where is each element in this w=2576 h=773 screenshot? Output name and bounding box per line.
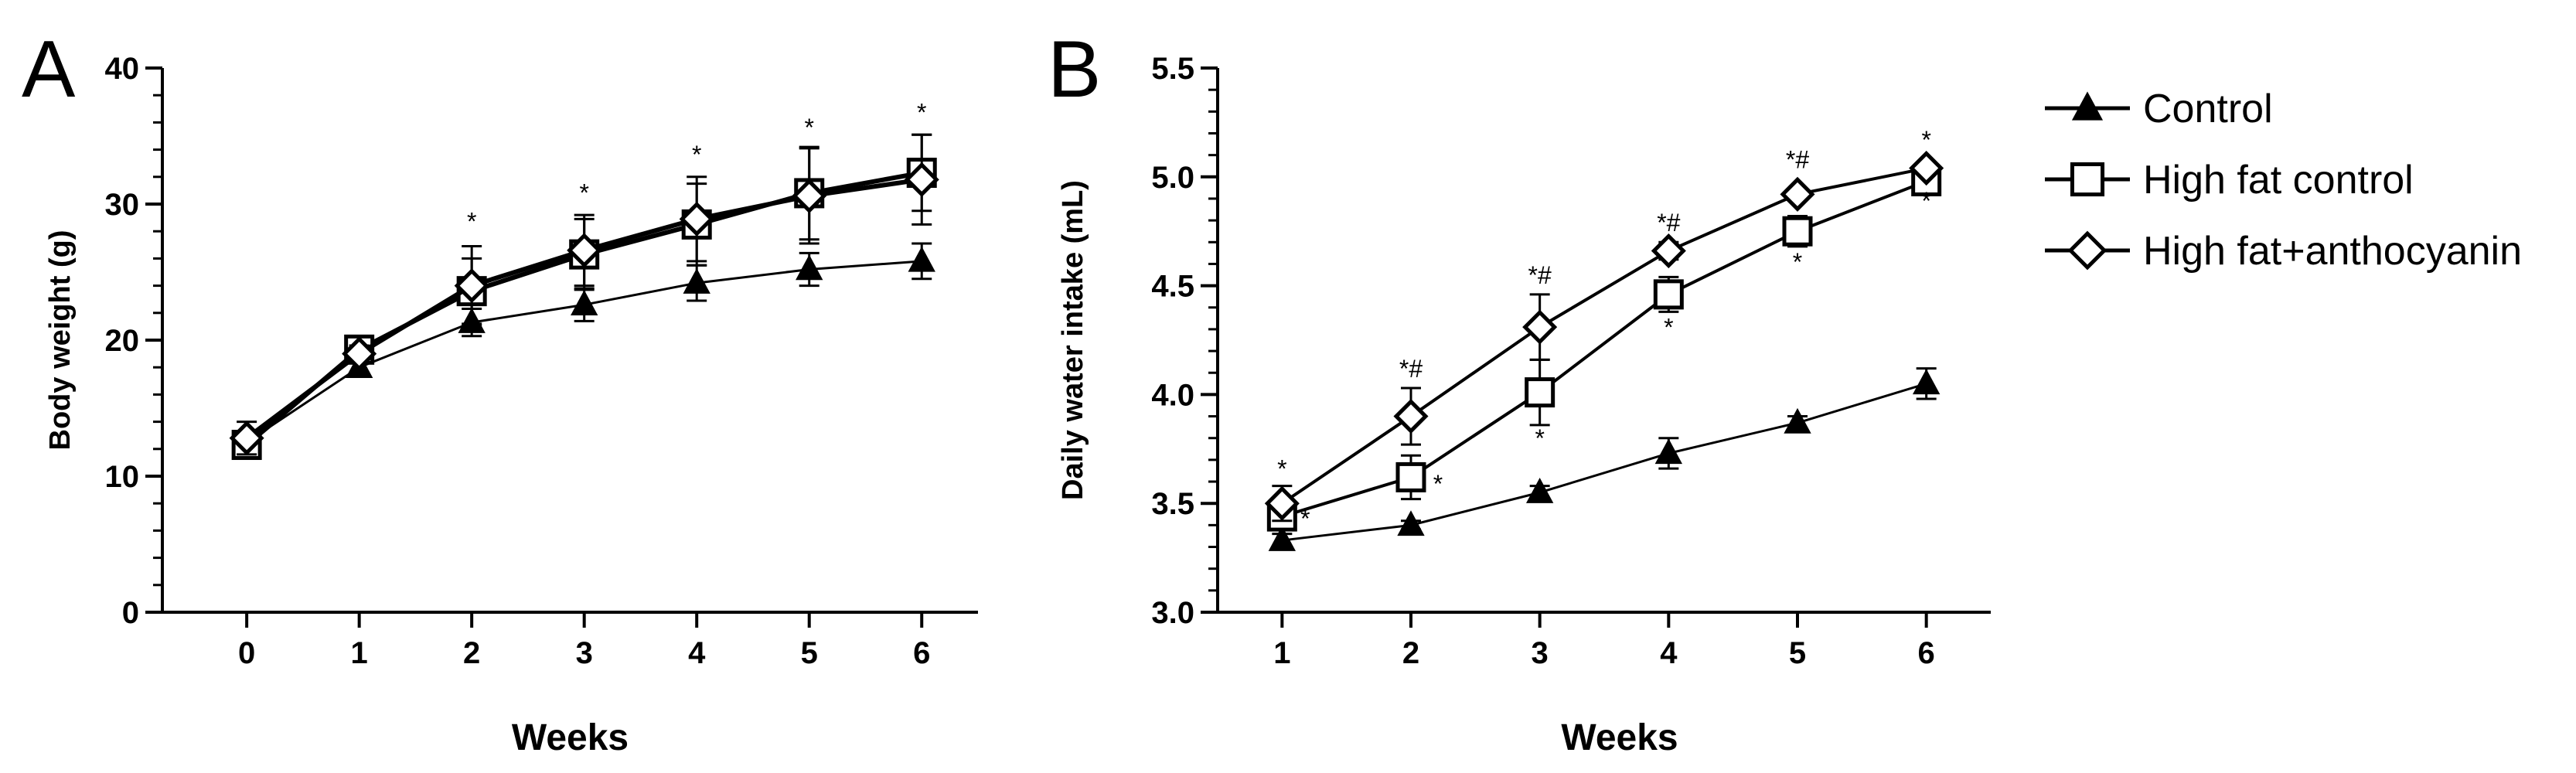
panel-a-x-tick-label: 5 — [801, 636, 818, 670]
panel-b-significance-mark: *# — [1786, 146, 1809, 174]
panel-b-significance-mark: * — [1793, 248, 1802, 276]
panel-b-y-tick-label: 5.0 — [1151, 161, 1194, 195]
panel-b-point-high-fat-control — [1782, 216, 1813, 247]
legend: Control High fat control High fat+anthoc… — [2045, 87, 2522, 274]
legend-high-fat-anthocyanin-label: High fat+anthocyanin — [2143, 229, 2522, 274]
panel-b-point-high-fat-anthocyanin — [1780, 176, 1815, 212]
panel-a-point-control — [796, 254, 823, 281]
panel-b-point-control — [1525, 478, 1554, 503]
legend-high-fat-control-marker — [2045, 162, 2130, 197]
panel-b-point-control — [1912, 369, 1941, 395]
panel-b-significance-mark: * — [1300, 505, 1310, 533]
panel-b-significance-mark: * — [1921, 126, 1930, 154]
panel-a-point-high-fat-anthocyanin — [567, 233, 602, 268]
legend-marker-square — [2070, 162, 2105, 197]
panel-a-x-axis-title: Weeks — [512, 717, 629, 758]
panel-b-point-high-fat-anthocyanin — [1651, 233, 1686, 269]
panel-b-x-tick-label: 6 — [1918, 636, 1935, 670]
panel-b-point-high-fat-anthocyanin — [1393, 399, 1429, 434]
panel-a-significance-mark: * — [804, 114, 813, 141]
panel-a-x-tick-label: 3 — [576, 636, 593, 670]
panel-a: A 0 10 20 30 40 0 1 2 3 4 5 6 * * * * * Weeks Body weigh… — [22, 25, 978, 758]
panel-a-significance-mark: * — [917, 99, 926, 127]
panel-b-significance-mark: * — [1277, 455, 1286, 482]
panel-b-x-tick-label: 1 — [1273, 636, 1290, 670]
panel-a-point-high-fat-anthocyanin — [904, 162, 939, 197]
panel-a-x-tick-label: 4 — [688, 636, 706, 670]
panel-b-point-control — [1654, 438, 1683, 465]
panel-b-x-tick-label: 4 — [1660, 636, 1678, 670]
panel-b: B 3.0 3.5 4.0 4.5 5.0 5.5 1 2 3 4 5 6 * * *# * *# * *# * *# *… — [1048, 25, 1991, 758]
legend-marker-triangle — [2071, 91, 2104, 121]
panel-a-y-tick-label: 20 — [105, 324, 140, 358]
panel-a-point-control — [571, 290, 598, 315]
panel-b-series-high-fat-control — [1266, 165, 1942, 532]
panel-a-point-control — [908, 246, 935, 272]
panel-b-point-high-fat-anthocyanin — [1522, 309, 1558, 345]
panel-b-point-high-fat-control — [1525, 377, 1555, 408]
legend-item-control: Control — [2045, 87, 2273, 131]
panel-b-x-tick-label: 3 — [1532, 636, 1549, 670]
panel-b-point-high-fat-control — [1395, 461, 1426, 492]
panel-b-point-high-fat-anthocyanin — [1909, 151, 1944, 186]
panel-b-x-tick-label: 5 — [1789, 636, 1806, 670]
panel-b-significance-mark: *# — [1399, 355, 1423, 383]
legend-item-high-fat-anthocyanin: High fat+anthocyanin — [2045, 229, 2522, 274]
panel-a-x-tick-label: 2 — [463, 636, 480, 670]
panel-b-y-tick-label: 4.0 — [1151, 378, 1194, 412]
panel-b-point-high-fat-control — [1653, 279, 1684, 310]
panel-a-point-high-fat-anthocyanin — [342, 336, 377, 372]
panel-b-y-tick-label: 3.5 — [1151, 487, 1194, 521]
panel-a-point-high-fat-anthocyanin — [229, 421, 264, 456]
panel-a-letter: A — [22, 25, 76, 114]
panel-a-point-high-fat-anthocyanin — [792, 178, 827, 213]
legend-high-fat-anthocyanin-marker — [2045, 230, 2130, 271]
panel-a-y-axis-title: Body weight (g) — [44, 230, 77, 451]
panel-b-line-high-fat-control — [1281, 179, 1927, 519]
panel-b-significance-mark: * — [1921, 187, 1930, 215]
panel-b-significance-mark: *# — [1657, 209, 1680, 237]
panel-a-x-tick-label: 6 — [913, 636, 930, 670]
panel-b-significance-mark: * — [1664, 313, 1673, 341]
panel-a-significance-mark: * — [692, 141, 701, 169]
panel-b-significance-mark: *# — [1528, 261, 1552, 289]
panel-b-letter: B — [1048, 25, 1101, 114]
panel-b-significance-mark: * — [1535, 424, 1544, 452]
panel-a-y-tick-label: 10 — [105, 460, 140, 494]
panel-a-plot: 0 10 20 30 40 0 1 2 3 4 5 6 * * * * * — [105, 52, 978, 670]
legend-marker-diamond — [2067, 230, 2107, 271]
panel-b-point-control — [1268, 525, 1297, 551]
panel-a-point-high-fat-anthocyanin — [679, 201, 714, 237]
panel-b-line-high-fat-anthocyanin — [1281, 166, 1927, 505]
panel-a-point-control — [683, 267, 710, 294]
panel-b-series-high-fat-anthocyanin — [1264, 151, 1944, 523]
panel-b-line-control — [1282, 382, 1927, 542]
panel-a-x-tick-label: 1 — [351, 636, 368, 670]
panel-b-y-tick-label: 3.0 — [1151, 596, 1194, 630]
panel-a-significance-mark: * — [579, 179, 588, 206]
panel-b-point-high-fat-anthocyanin — [1264, 485, 1300, 521]
panel-a-y-tick-label: 0 — [122, 596, 139, 630]
panel-b-y-tick-label: 5.5 — [1151, 52, 1194, 86]
legend-control-label: Control — [2143, 87, 2273, 131]
panel-b-plot: 3.0 3.5 4.0 4.5 5.0 5.5 1 2 3 4 5 6 * * *# * *# * *# * *# * * * — [1151, 52, 1991, 670]
legend-control-marker — [2045, 91, 2130, 121]
panel-b-point-control — [1397, 510, 1425, 536]
panel-b-significance-mark: * — [1433, 470, 1443, 498]
panel-a-y-tick-label: 30 — [105, 188, 140, 222]
panel-a-significance-mark: * — [467, 207, 476, 235]
panel-b-series-control — [1268, 367, 1941, 551]
panel-a-point-high-fat-anthocyanin — [454, 268, 489, 304]
panel-a-x-tick-label: 0 — [238, 636, 255, 670]
panel-b-y-tick-label: 4.5 — [1151, 270, 1194, 304]
panel-b-x-tick-label: 2 — [1402, 636, 1419, 670]
panel-b-x-axis-title: Weeks — [1561, 717, 1678, 758]
legend-item-high-fat-control: High fat control — [2045, 158, 2414, 203]
panel-b-point-control — [1784, 407, 1811, 434]
panel-b-y-axis-title: Daily water intake (mL) — [1057, 180, 1089, 500]
panel-a-series-high-fat-anthocyanin — [229, 133, 939, 456]
legend-high-fat-control-label: High fat control — [2143, 158, 2414, 203]
panel-a-y-tick-label: 40 — [105, 52, 140, 86]
